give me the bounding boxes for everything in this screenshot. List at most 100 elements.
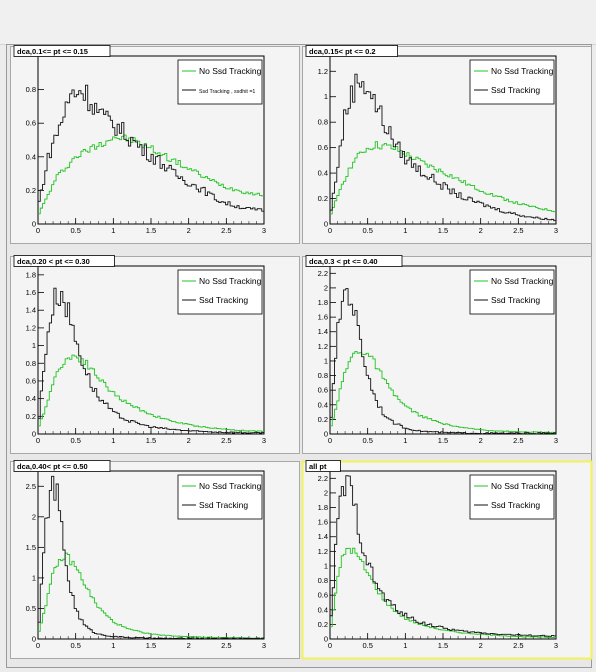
x-tick-label: 3: [262, 641, 266, 650]
legend-label: Ssd Tracking: [491, 85, 540, 95]
legend-label: Ssd Tracking: [199, 500, 248, 510]
x-tick-label: 0: [36, 641, 40, 650]
y-tick-label: 1.2: [26, 323, 36, 332]
y-tick-label: 1.4: [318, 532, 328, 541]
x-tick-label: 3: [554, 436, 558, 445]
y-tick-label: 1.8: [318, 298, 328, 307]
pad-3: 0 0.5 1 1.5 2 2.5 3 0.2 0.4 0.6 0.8 1 1.2 1.4 1.6 1.8 0 N…: [10, 255, 300, 454]
y-tick-label: 0.6: [26, 119, 36, 128]
series-line-2: [330, 288, 556, 435]
x-tick-label: 0: [328, 226, 332, 235]
title-box: [13, 45, 111, 57]
y-tick-label: 0.6: [318, 386, 328, 395]
plot-title: dca,0.20 < pt <= 0.30: [17, 257, 90, 266]
x-tick-label: 2.5: [513, 436, 523, 445]
series-line-2: [38, 475, 264, 640]
y-tick-label: 1.6: [26, 288, 36, 297]
y-tick-label: 0.6: [26, 376, 36, 385]
y-tick-label: 0.4: [318, 400, 328, 409]
x-tick-label: 2: [479, 226, 483, 235]
y-tick-label: 0: [324, 430, 328, 439]
x-tick-label: 1: [111, 641, 115, 650]
plot-title: dca,0.15< pt <= 0.2: [309, 47, 376, 56]
x-tick-label: 2: [187, 226, 191, 235]
series-line-2: [330, 475, 556, 637]
x-tick-label: 2.5: [221, 226, 231, 235]
pad-1: 0 0.5 1 1.5 2 2.5 3 0.2 0.4 0.6 0.8 0 No Ssd Trackin…: [10, 45, 300, 244]
series-line-2: [330, 73, 556, 222]
series-line-1: [330, 350, 556, 434]
x-tick-label: 0: [36, 436, 40, 445]
y-tick-label: 0.2: [318, 620, 328, 629]
legend-box: [469, 59, 555, 105]
pad-2: 0 0.5 1 1.5 2 2.5 3 0.2 0.4 0.6 0.8 1 1.2 0 No Ssd Tra…: [302, 45, 592, 244]
series-line-1: [330, 547, 556, 639]
legend-label: No Ssd Tracking: [491, 66, 554, 76]
x-tick-label: 0.5: [70, 226, 80, 235]
y-tick-label: 0.4: [26, 394, 36, 403]
x-tick-label: 2: [187, 641, 191, 650]
x-tick-label: 1: [111, 436, 115, 445]
x-tick-label: 0: [328, 641, 332, 650]
legend-label: No Ssd Tracking: [491, 276, 554, 286]
legend-label: Ssd Tracking: [199, 295, 248, 305]
x-tick-label: 2: [187, 436, 191, 445]
legend-label: Ssd Tracking , ssdhit =1: [199, 89, 255, 95]
x-tick-label: 2: [479, 641, 483, 650]
y-tick-label: 1.5: [26, 543, 36, 552]
y-tick-label: 1.2: [318, 342, 328, 351]
x-tick-label: 1: [111, 226, 115, 235]
y-tick-label: 1.2: [318, 547, 328, 556]
y-tick-label: 0.2: [318, 415, 328, 424]
series-line-1: [38, 552, 264, 639]
x-tick-label: 1: [403, 436, 407, 445]
y-tick-label: 0.5: [26, 604, 36, 613]
x-tick-label: 1.5: [146, 436, 156, 445]
x-tick-label: 1.5: [438, 641, 448, 650]
y-tick-label: 0: [32, 635, 36, 644]
legend-label: No Ssd Tracking: [491, 481, 554, 491]
y-tick-label: 1: [32, 573, 36, 582]
x-tick-label: 0.5: [70, 641, 80, 650]
y-tick-label: 0.8: [318, 576, 328, 585]
y-tick-label: 0: [32, 430, 36, 439]
y-tick-label: 1.2: [318, 67, 328, 76]
x-tick-label: 1: [403, 641, 407, 650]
legend-label: Ssd Tracking: [491, 500, 540, 510]
x-tick-label: 2.5: [513, 226, 523, 235]
y-tick-label: 1.4: [318, 327, 328, 336]
y-tick-label: 0: [32, 220, 36, 229]
legend-label: No Ssd Tracking: [199, 481, 262, 491]
x-tick-label: 1: [403, 226, 407, 235]
x-tick-label: 0: [36, 226, 40, 235]
x-tick-label: 0: [328, 436, 332, 445]
x-tick-label: 1.5: [438, 436, 448, 445]
legend-box: [469, 474, 555, 520]
y-tick-label: 0.2: [318, 194, 328, 203]
y-tick-label: 1.6: [318, 518, 328, 527]
series-line-1: [38, 354, 264, 433]
pad-5: 0 0.5 1 1.5 2 2.5 3 0.5 1 1.5 2 2.5 0 No Ssd Tracking…: [10, 460, 300, 659]
y-tick-label: 1: [32, 341, 36, 350]
x-tick-label: 2.5: [221, 436, 231, 445]
series-line-1: [38, 134, 264, 215]
x-tick-label: 0.5: [362, 436, 372, 445]
legend-label: Ssd Tracking: [491, 295, 540, 305]
y-tick-label: 1.4: [26, 306, 36, 315]
legend-box: [177, 269, 263, 315]
y-tick-label: 0.6: [318, 143, 328, 152]
y-tick-label: 1.8: [318, 503, 328, 512]
y-tick-label: 1: [324, 92, 328, 101]
y-tick-label: 0.6: [318, 591, 328, 600]
y-tick-label: 2: [324, 283, 328, 292]
legend-box: [177, 59, 263, 105]
y-tick-label: 2.5: [26, 482, 36, 491]
plot-title: dca,0.40< pt <= 0.50: [17, 462, 88, 471]
x-tick-label: 3: [554, 641, 558, 650]
y-tick-label: 2.2: [318, 474, 328, 483]
y-tick-label: 1.8: [26, 270, 36, 279]
x-tick-label: 2: [479, 436, 483, 445]
y-tick-label: 0: [324, 635, 328, 644]
